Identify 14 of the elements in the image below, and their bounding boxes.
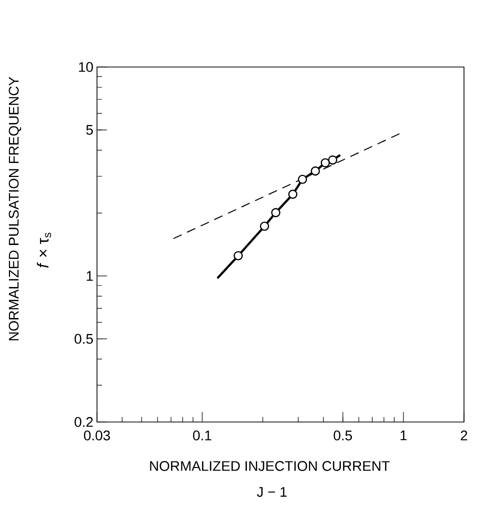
y-tick-label: 0.2 bbox=[74, 417, 93, 427]
text: J − 1 bbox=[256, 487, 287, 497]
y-tick-label: 5 bbox=[86, 125, 93, 135]
y-axis-title: NORMALIZED PULSATION FREQUENCY bbox=[8, 76, 22, 340]
x-tick-label: 0.5 bbox=[334, 430, 352, 440]
x-tick-label: 2 bbox=[460, 430, 468, 440]
y-tick-label: 1 bbox=[86, 271, 93, 281]
y-tick-label: 10 bbox=[79, 62, 93, 72]
text: f × τ$_{s}$ bbox=[36, 232, 52, 268]
x-tick-label: 0.03 bbox=[84, 430, 110, 440]
x-tick-label: 1 bbox=[400, 430, 407, 440]
x-axis-title: NORMALIZED INJECTION CURRENT bbox=[150, 461, 390, 471]
y-tick-label: 0.5 bbox=[74, 334, 93, 344]
x-tick-label: 0.1 bbox=[193, 430, 212, 440]
